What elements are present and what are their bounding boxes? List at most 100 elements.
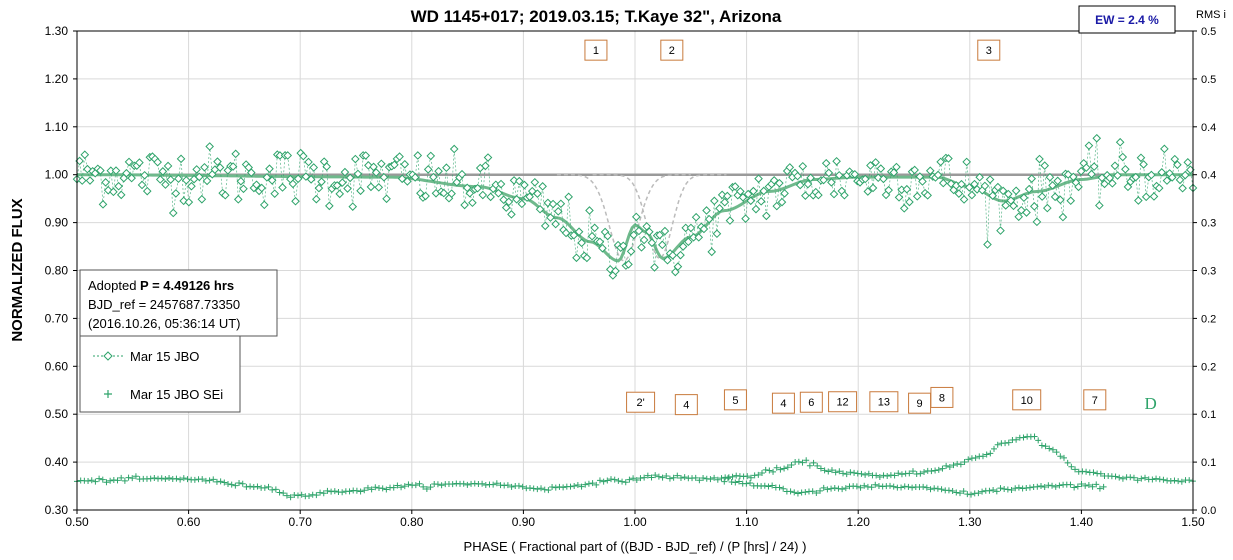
sei-point [979,453,986,460]
data-point [246,168,256,177]
data-point [1048,181,1057,190]
data-point [533,189,542,198]
data-point [964,183,974,192]
data-point [158,167,168,176]
data-point [317,177,326,187]
sei-point [508,483,515,490]
sei-point [884,472,891,479]
sei-point [1060,454,1067,461]
dip-labels: 1 2 32' 4 5 4 6 12 13 9 8 10 7 D [584,39,1157,416]
data-point [413,151,423,160]
data-point [421,191,430,201]
data-point [449,144,459,154]
data-point [944,154,953,163]
data-point [483,153,493,162]
data-point [77,176,87,185]
data-point [626,247,636,256]
sei-point [306,493,313,500]
sei-point [744,473,751,480]
sei-point [265,483,272,490]
y2-axis-label: RMS i [1196,9,1226,21]
data-point [676,250,685,260]
data-point [980,181,990,191]
data-point [1076,166,1086,176]
sei-point [291,491,298,498]
sei-point [129,475,136,482]
sei-point [950,462,957,469]
data-point [699,224,709,234]
data-point [270,189,280,198]
data-point [564,192,573,202]
data-point [192,165,201,174]
sei-point [372,484,379,491]
data-point [751,204,761,214]
sei-point [648,474,655,481]
sei-point [221,479,228,486]
sei-point [696,477,703,484]
sei-point [921,469,928,475]
sei-point [839,486,846,493]
data-point [231,149,240,159]
sei-point [946,464,953,471]
sei-point [114,477,121,484]
data-point [819,175,828,185]
dip-label: 8 [939,392,945,404]
data-point [486,192,495,202]
data-point [314,183,324,193]
data-point [983,240,992,249]
data-point [743,189,753,199]
data-point [1001,201,1011,210]
sei-point [1167,478,1174,485]
sei-point [747,480,754,487]
y-tick-label: 0.80 [45,264,69,278]
sei-point [644,472,651,479]
y-tick-label: 1.30 [45,24,69,38]
sei-point [835,485,842,492]
y-tick-label: 1.20 [45,72,69,86]
data-point [691,212,701,222]
sei-point [828,467,835,474]
sei-point [769,482,776,489]
sei-point [460,480,467,487]
sei-point [1149,476,1156,483]
sei-point [1038,442,1045,449]
dip-label-box [660,39,684,61]
data-point [312,194,321,204]
data-point [834,170,844,180]
data-point [1022,208,1031,217]
sei-point [1160,476,1167,483]
data-point [215,163,225,172]
sei-point [677,475,684,482]
data-point [723,191,732,201]
sei-point [755,471,762,478]
sei-point [464,481,471,488]
sei-point [239,480,246,487]
data-point [624,260,633,269]
y-tick-label: 1.10 [45,120,69,134]
series-mar15-jbo-sei [74,433,1196,501]
data-point [1100,179,1109,189]
data-point [668,251,678,260]
sei-point [975,490,982,497]
x-axis-ticks: 0.50 0.60 0.70 0.80 0.90 1.00 1.10 1.20 1.30 1.40… [65,510,1205,529]
sei-point [158,475,165,482]
sei-point [1056,482,1063,489]
legend-entry-jbo: Mar 15 JBO [130,349,199,364]
sei-point [416,480,423,487]
sei-point [861,482,868,489]
y2-tick-label: 0.2 [1201,313,1216,325]
data-point [1024,184,1034,194]
data-point [371,168,381,177]
y-tick-label: 0.70 [45,311,69,325]
sei-point [626,476,633,483]
y-tick-label: 0.50 [45,407,69,421]
data-point [775,178,784,188]
data-point [142,186,152,196]
y2-tick-label: 0.4 [1201,122,1216,134]
data-point [288,179,298,189]
sei-point [909,468,916,475]
sei-point [582,481,589,488]
data-point [213,157,222,166]
data-point [395,152,404,161]
data-point [1037,192,1047,201]
